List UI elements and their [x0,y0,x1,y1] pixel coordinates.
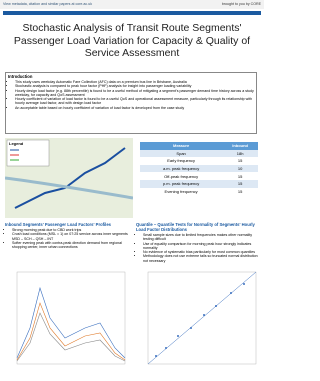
table-header: Measure Inbound [140,142,258,150]
banner-right: brought to you by CORE [221,2,261,6]
bullet: Use of equality comparison for morning p… [143,242,260,251]
bullet: No evidence of systematic bias particula… [143,250,260,254]
header-cell: Measure [172,143,190,149]
header-cell: Inbound [232,143,248,149]
bullet: Small sample sizes due to limited freque… [143,233,260,242]
bullet: Methodology does not use extreme tails s… [143,254,260,263]
table-cell: 15 [237,188,243,194]
table-row: Early frequency 15 [140,157,258,165]
map-legend: Legend [9,141,24,146]
table-cell: Evening frequency [164,188,198,194]
table-cell: Off-peak frequency [164,173,199,179]
qq-heading: Quantile – Quantile Tests for Normality … [136,222,255,232]
table-cell: 15 [237,181,243,187]
profiles-heading: Inbound Segments' Passenger Load Factors… [5,222,112,227]
page: View metadata, citation and similar pape… [0,0,264,381]
intro-list: This study uses weekday Automatic Fare C… [8,80,254,110]
bullet: Crush load conditions (MSL = 1) on 07:25… [12,232,129,241]
qq-chart [147,271,257,365]
banner-left: View metadata, citation and similar pape… [3,2,93,6]
table-cell: p.m. peak frequency [162,181,200,187]
table-cell: a.m. peak frequency [162,166,200,172]
table-cell: Span [176,150,186,156]
table-cell: 15 [237,173,243,179]
logo-strip [3,11,261,15]
title: Stochastic Analysis of Transit Route Seg… [13,22,251,59]
profiles-list: Strong morning peak due to CBD work trip… [5,228,129,249]
bullet: An acceptable table based on hourly coef… [15,106,254,110]
bullet: Stochastic analysis is compared to peak … [15,84,254,88]
intro-box: Introduction This study uses weekday Aut… [5,72,257,134]
table-row: Evening frequency 15 [140,187,258,196]
qq-list: Small sample sizes due to limited freque… [136,233,260,263]
map: Legend [5,138,133,218]
bullet: This study uses weekday Automatic Fare C… [15,80,254,84]
table-row: Span 18h [140,149,258,158]
table-cell: Early frequency [167,158,195,164]
table-row: Off-peak frequency 15 [140,172,258,180]
service-table: Measure Inbound Span 18h Early frequency 15 a… [140,142,258,196]
table-cell: 15 [237,158,243,164]
qq: Quantile – Quantile Tests for Normality … [136,222,260,263]
banner: View metadata, citation and similar pape… [0,0,264,9]
profile-chart [16,271,126,365]
intro-heading: Introduction [8,74,33,79]
bullet: Hourly coefficient of variation of load … [15,97,254,106]
bullet: Hourly design load factor (e.g. 88th per… [15,89,254,98]
table-row: a.m. peak frequency 10 [140,164,258,173]
profiles: Inbound Segments' Passenger Load Factors… [5,222,129,249]
table-row: p.m. peak frequency 15 [140,179,258,188]
table-cell: 10 [237,166,243,172]
bullet: Softer evening peak with contra-peak dir… [12,241,129,250]
table-cell: 18h [236,150,244,156]
bullet: Strong morning peak due to CBD work trip… [12,228,129,232]
